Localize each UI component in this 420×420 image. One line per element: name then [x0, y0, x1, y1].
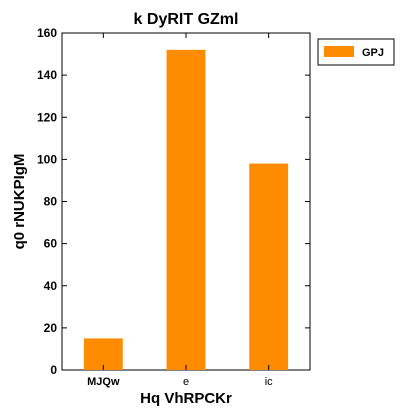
legend-swatch	[324, 46, 354, 57]
y-tick-label: 40	[44, 279, 58, 293]
y-tick-label: 140	[37, 68, 57, 82]
y-tick-label: 20	[44, 321, 58, 335]
y-tick-label: 60	[44, 237, 58, 251]
legend: GPJ	[317, 38, 395, 66]
bars-group	[83, 49, 289, 370]
legend-label: GPJ	[362, 47, 384, 59]
y-tick-label: 80	[44, 195, 58, 209]
x-axis: MJQw e ic	[87, 33, 273, 388]
y-tick-label: 0	[50, 363, 57, 377]
bar-ic	[249, 163, 289, 370]
bar-MJQw	[83, 338, 123, 370]
y-tick-label: 100	[37, 152, 57, 166]
x-axis-label: Hq VhRPCKr	[140, 390, 232, 407]
x-tick-label: MJQw	[87, 376, 120, 388]
bar-e	[166, 49, 206, 370]
x-tick-label: ic	[265, 376, 273, 388]
y-axis: 0 20 40 60 80 100 120 140 160	[37, 26, 310, 377]
y-axis-label: q0 rNUKPIgM	[11, 154, 28, 250]
y-tick-label: 160	[37, 26, 57, 40]
y-tick-label: 120	[37, 110, 57, 124]
x-tick-label: e	[183, 376, 189, 388]
chart-title: k DyRIT GZml	[134, 11, 239, 28]
